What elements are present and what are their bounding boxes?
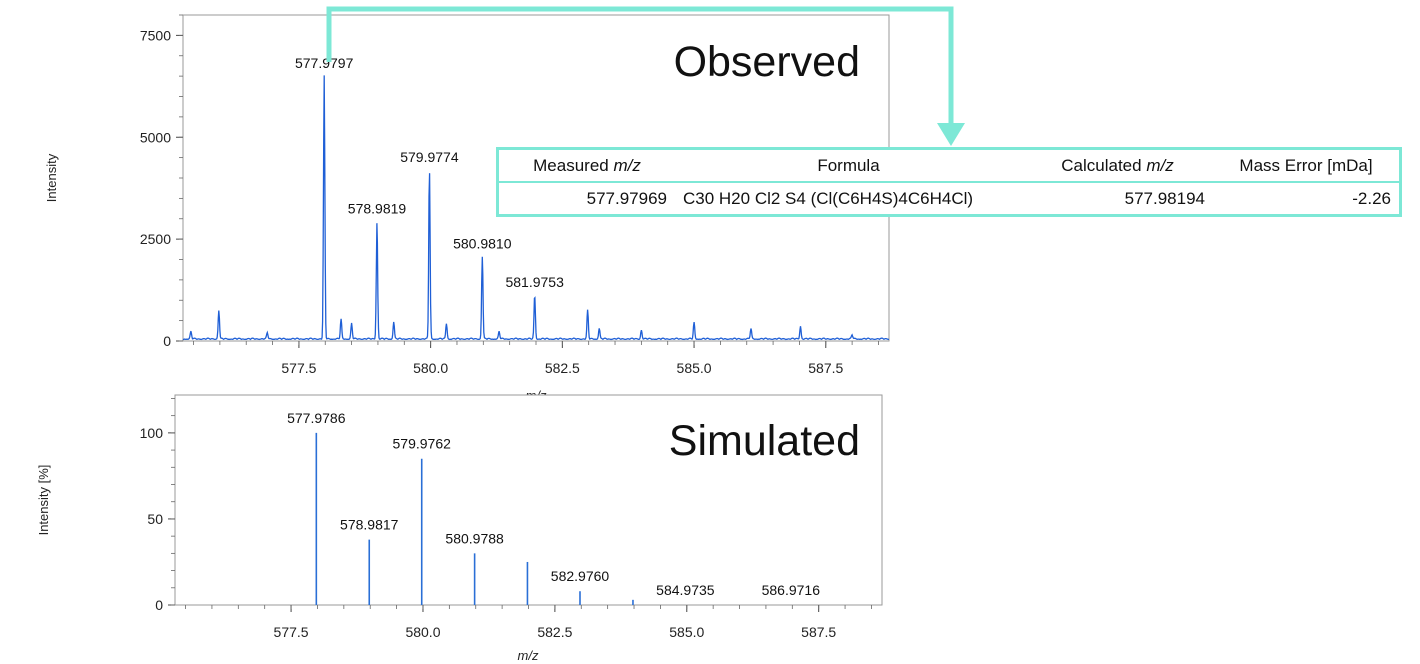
simulated-x-tick-label: 585.0 [669, 624, 704, 640]
observed-x-tick-label: 582.5 [545, 360, 580, 376]
simulated-y-tick-label: 50 [147, 511, 163, 527]
observed-y-tick-label: 2500 [140, 231, 171, 247]
observed-y-ticks: 0 2500 5000 7500 [140, 14, 183, 349]
cell-calculated: 577.98194 [1124, 188, 1205, 208]
simulated-ylabel: Intensity [%] [36, 465, 51, 536]
simulated-x-tick-label: 577.5 [274, 624, 309, 640]
simulated-plot-frame [174, 394, 883, 606]
header-calculated: Calculated m/z [1022, 150, 1213, 183]
simulated-peak-label: 586.9716 [762, 582, 821, 598]
header-formula: Formula [675, 150, 1022, 183]
simulated-peak-label: 578.9817 [340, 517, 399, 533]
observed-title: Observed [674, 38, 860, 86]
simulated-peak-label: 582.9760 [551, 568, 610, 584]
simulated-x-ticks: 577.5 580.0 582.5 585.0 587.5 [185, 605, 872, 640]
simulated-x-tick-label: 587.5 [801, 624, 836, 640]
header-measured: Measured m/z [499, 150, 675, 183]
observed-ylabel: Intensity [44, 153, 59, 202]
simulated-peak-label: 580.9788 [445, 530, 504, 546]
simulated-title: Simulated [669, 417, 860, 465]
simulated-sticks [315, 432, 634, 605]
simulated-peak-label: 584.9735 [656, 582, 715, 598]
header-mass-error: Mass Error [mDa] [1213, 150, 1399, 183]
observed-peak-label: 577.9797 [295, 55, 354, 71]
observed-x-tick-label: 577.5 [281, 360, 316, 376]
simulated-peak-label: 577.9786 [287, 410, 346, 426]
observed-peak-labels: 577.9797 578.9819 579.9774 580.9810 581.9753 [295, 55, 564, 290]
observed-x-ticks: 577.5 580.0 582.5 585.0 587.5 [193, 341, 879, 376]
simulated-chart: 0 50 100 577.5 580.0 582.5 585.0 587.5 577.978… [36, 394, 883, 663]
connector-arrow-head [937, 123, 965, 146]
observed-peak-label: 578.9819 [348, 201, 407, 217]
simulated-y-tick-label: 0 [155, 597, 163, 613]
observed-y-tick-label: 0 [163, 333, 171, 349]
observed-x-tick-label: 587.5 [808, 360, 843, 376]
cell-measured: 577.97969 [586, 188, 667, 208]
simulated-peak-labels: 577.9786 578.9817 579.9762 580.9788 582.9760… [287, 410, 820, 598]
observed-spectrum-line [182, 75, 889, 341]
table-row: 577.97969 C30 H20 Cl2 S4 (Cl(C6H4S)4C6H4… [499, 182, 1399, 214]
observed-peak-label: 580.9810 [453, 235, 512, 251]
simulated-xlabel: m/z [518, 648, 539, 663]
cell-mass-error: -2.26 [1352, 188, 1391, 208]
observed-y-tick-label: 7500 [140, 27, 171, 43]
simulated-x-tick-label: 582.5 [537, 624, 572, 640]
observed-x-tick-label: 585.0 [677, 360, 712, 376]
observed-peak-label: 581.9753 [505, 274, 564, 290]
simulated-y-ticks: 0 50 100 [140, 398, 175, 613]
simulated-y-tick-label: 100 [140, 425, 164, 441]
observed-x-tick-label: 580.0 [413, 360, 448, 376]
connector-arrow [326, 6, 954, 126]
table-header-row: Measured m/z Formula Calculated m/z Mass… [499, 150, 1399, 183]
observed-peak-label: 579.9774 [400, 149, 459, 165]
simulated-peak-label: 579.9762 [393, 436, 452, 452]
formula-result-table: Measured m/z Formula Calculated m/z Mass… [496, 147, 1402, 217]
cell-formula: C30 H20 Cl2 S4 (Cl(C6H4S)4C6H4Cl) [683, 188, 974, 208]
simulated-x-tick-label: 580.0 [405, 624, 440, 640]
observed-y-tick-label: 5000 [140, 129, 171, 145]
